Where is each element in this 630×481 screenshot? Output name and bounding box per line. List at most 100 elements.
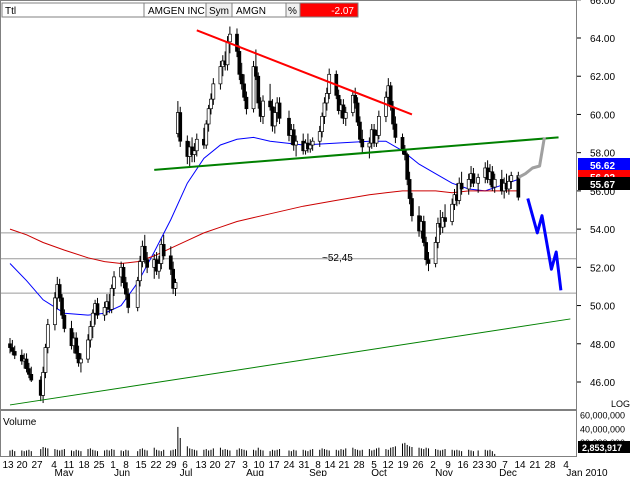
candlesticks <box>8 26 521 404</box>
x-tick-label: 12 <box>382 460 394 471</box>
candle-body <box>374 135 379 144</box>
price-tag-bg <box>578 158 630 171</box>
candle-body <box>206 108 211 125</box>
candle-body <box>53 297 57 326</box>
y-tick-label: 50.00 <box>590 302 615 313</box>
candle-body <box>138 261 142 282</box>
candle-body <box>403 150 407 155</box>
green-support-lower-line <box>9 318 571 406</box>
y-tick-label: 54.00 <box>590 225 615 236</box>
candle-body <box>268 100 272 108</box>
candle-body <box>194 138 199 152</box>
candle-body <box>256 75 261 104</box>
candle-body <box>168 255 173 270</box>
price-tag-label: 56.62 <box>590 161 615 172</box>
horizontal-levels <box>1 232 576 294</box>
candle-body <box>400 137 405 152</box>
candle-body <box>367 142 372 148</box>
x-tick-label: 14 <box>514 460 526 471</box>
volume-bars <box>9 426 496 456</box>
candle-body <box>287 117 291 136</box>
candle-body <box>157 263 161 272</box>
candle-body <box>24 358 29 369</box>
candle-body <box>457 182 462 201</box>
candle-body <box>45 324 50 348</box>
month-label: Dec <box>499 468 517 476</box>
x-tick-label: 13 <box>2 460 14 471</box>
candle-body <box>27 368 31 375</box>
candle-body <box>102 307 107 316</box>
x-tick-label: 28 <box>544 460 556 471</box>
candle-body <box>476 177 481 184</box>
candle-body <box>426 259 431 264</box>
x-tick-label: 3 <box>242 460 248 471</box>
level-annotation: ~52,45 <box>322 253 353 264</box>
month-label: May <box>55 468 74 476</box>
candle-body <box>436 223 440 243</box>
candle-body <box>336 94 341 111</box>
candle-body <box>74 337 79 354</box>
candle-body <box>320 116 324 132</box>
projections <box>517 137 563 291</box>
x-tick-label: 24 <box>283 460 295 471</box>
log-scale-label: LOG <box>611 399 630 409</box>
candle-body <box>57 284 62 299</box>
candle-body <box>19 354 24 362</box>
candle-body <box>355 102 360 123</box>
x-tick-label: 29 <box>165 460 177 471</box>
x-tick-label: 21 <box>529 460 541 471</box>
ttl-field[interactable] <box>1 2 145 18</box>
candle-body <box>242 83 246 98</box>
candle-body <box>235 33 239 52</box>
candle-body <box>244 96 249 110</box>
candle-body <box>261 100 265 117</box>
x-tick-label: 20 <box>209 460 221 471</box>
x-tick-label: 7 <box>502 460 508 471</box>
x-tick-label: 21 <box>338 460 350 471</box>
month-label: Oct <box>371 468 387 476</box>
y-tick-label: 48.00 <box>590 340 615 351</box>
x-tick-label: 8 <box>315 460 321 471</box>
candle-body <box>76 352 81 364</box>
x-tick-label: 15 <box>135 460 147 471</box>
price-tag-label: 55.67 <box>590 180 615 191</box>
x-tick-label: 14 <box>324 460 336 471</box>
candle-body <box>251 66 256 110</box>
volume-label: Volume <box>3 417 37 428</box>
candle-body <box>516 175 521 198</box>
candle-body <box>272 112 277 127</box>
candle-body <box>433 242 438 264</box>
volume-tick-label: 60,000,000 <box>580 410 625 420</box>
gray-projection-line <box>517 137 546 179</box>
candle-body <box>239 73 244 85</box>
candle-body <box>211 83 216 100</box>
candle-body <box>450 203 454 222</box>
candle-body <box>62 314 67 329</box>
x-tick-label: 25 <box>93 460 105 471</box>
candle-body <box>112 276 116 289</box>
x-tick-label: 17 <box>268 460 280 471</box>
x-tick-label: 13 <box>195 460 207 471</box>
candle-body <box>237 51 242 75</box>
candle-body <box>41 372 45 396</box>
x-tick-label: 26 <box>412 460 424 471</box>
month-label: Jan 2010 <box>566 468 608 476</box>
candle-body <box>410 198 414 217</box>
x-tick-label: 8 <box>123 460 129 471</box>
candle-body <box>308 144 313 150</box>
x-tick-label: 27 <box>224 460 236 471</box>
volume-current-label: 2,853,917 <box>582 443 622 453</box>
x-tick-label: 9 <box>445 460 451 471</box>
candle-body <box>88 326 93 341</box>
candle-body <box>204 123 209 146</box>
candle-body <box>126 293 131 308</box>
y-tick-label: 60.00 <box>590 110 615 121</box>
candle-body <box>388 85 393 108</box>
candle-body <box>291 129 296 146</box>
candle-body <box>90 312 95 327</box>
candle-body <box>343 112 348 119</box>
y-tick-label: 56.00 <box>590 187 615 198</box>
